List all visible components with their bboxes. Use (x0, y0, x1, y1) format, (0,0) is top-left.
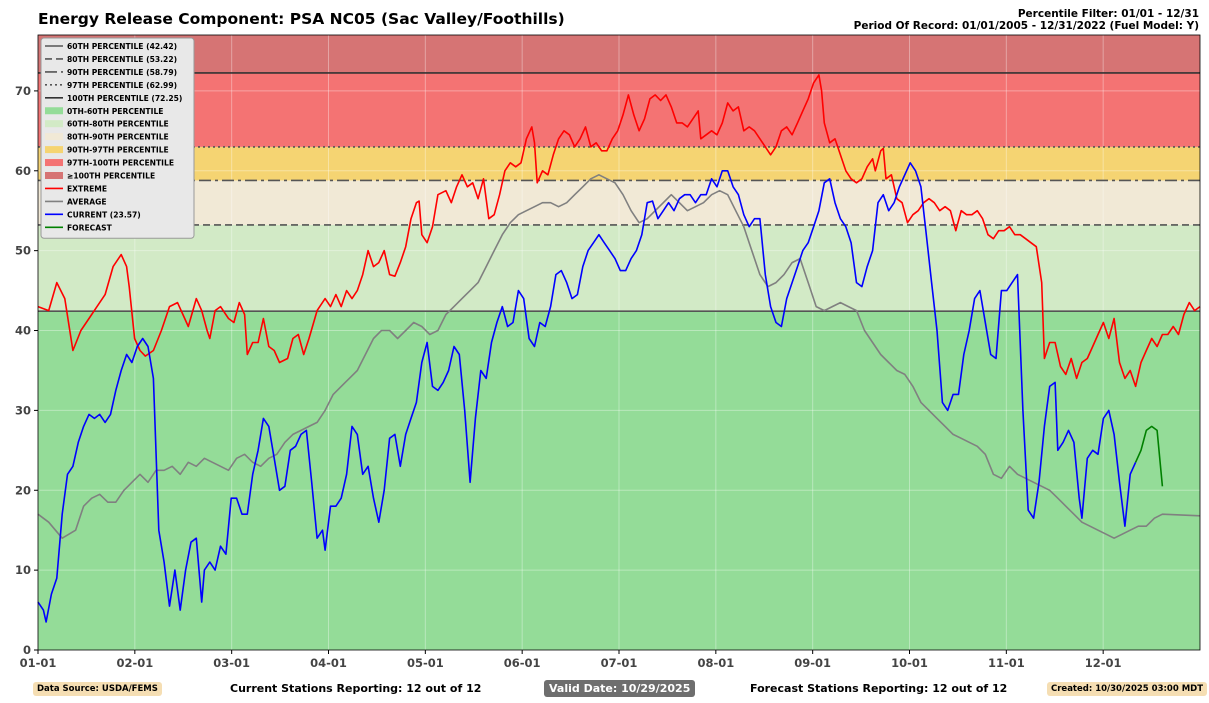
chart-title: Energy Release Component: PSA NC05 (Sac … (38, 10, 565, 28)
x-tick-label-10-01: 10-01 (891, 656, 928, 670)
legend-label-12: AVERAGE (67, 197, 107, 206)
legend-label-8: 90TH-97TH PERCENTILE (67, 146, 169, 155)
x-tick-label-06-01: 06-01 (504, 656, 541, 670)
period-of-record-label: Period Of Record: 01/01/2005 - 12/31/202… (853, 20, 1199, 32)
x-tick-label-08-01: 08-01 (697, 656, 734, 670)
legend-swatch-7 (45, 133, 63, 141)
forecast-stations-label: Forecast Stations Reporting: 12 out of 1… (750, 682, 1008, 695)
legend-swatch-10 (45, 172, 63, 179)
legend-label-0: 60TH PERCENTILE (42.42) (67, 42, 177, 51)
band-3 (38, 146, 1200, 181)
x-tick-label-03-01: 03-01 (213, 656, 250, 670)
legend-label-6: 60TH-80TH PERCENTILE (67, 120, 169, 129)
legend-label-10: ≥100TH PERCENTILE (67, 172, 155, 181)
x-tick-label-07-01: 07-01 (601, 656, 638, 670)
series-line-extreme (37, 74, 1201, 388)
legend-label-7: 80TH-90TH PERCENTILE (67, 133, 169, 142)
y-tick-label-30: 30 (15, 403, 31, 417)
x-tick-label-01-01: 01-01 (20, 656, 57, 670)
y-tick-label-40: 40 (15, 324, 31, 338)
y-tick-label-0: 0 (23, 643, 31, 657)
legend-swatch-8 (45, 146, 63, 154)
x-tick-label-04-01: 04-01 (310, 656, 347, 670)
legend-label-11: EXTREME (67, 184, 107, 193)
legend-swatch-9 (45, 159, 63, 167)
legend-label-13: CURRENT (23.57) (67, 210, 141, 219)
y-tick-label-60: 60 (15, 164, 31, 178)
band-4 (38, 72, 1200, 147)
x-tick-label-12-01: 12-01 (1085, 656, 1122, 670)
valid-date-badge: Valid Date: 10/29/2025 (544, 680, 696, 697)
legend-label-2: 90TH PERCENTILE (58.79) (67, 68, 177, 77)
legend-label-5: 0TH-60TH PERCENTILE (67, 107, 163, 116)
legend-label-14: FORECAST (67, 223, 113, 232)
legend-label-4: 100TH PERCENTILE (72.25) (67, 94, 182, 103)
data-source-badge: Data Source: USDA/FEMS (33, 682, 162, 696)
legend-box (40, 37, 195, 239)
series-line-current (37, 162, 1137, 623)
x-tick-label-02-01: 02-01 (116, 656, 153, 670)
y-tick-label-20: 20 (15, 483, 31, 497)
legend-label-1: 80TH PERCENTILE (53.22) (67, 55, 177, 64)
legend-label-3: 97TH PERCENTILE (62.99) (67, 81, 177, 90)
legend-label-9: 97TH-100TH PERCENTILE (67, 159, 174, 168)
x-tick-label-05-01: 05-01 (407, 656, 444, 670)
x-tick-label-09-01: 09-01 (794, 656, 831, 670)
y-tick-label-70: 70 (15, 84, 31, 98)
percentile-filter-label: Percentile Filter: 01/01 - 12/31 (1017, 8, 1199, 20)
band-0 (38, 311, 1200, 650)
created-badge: Created: 10/30/2025 03:00 MDT (1047, 682, 1208, 696)
band-5 (38, 35, 1200, 73)
series-line-average (37, 174, 1201, 540)
series-line-forecast (1134, 425, 1164, 487)
legend-swatch-6 (45, 120, 63, 128)
x-tick-label-11-01: 11-01 (988, 656, 1025, 670)
current-stations-label: Current Stations Reporting: 12 out of 12 (230, 682, 482, 695)
y-tick-label-50: 50 (15, 244, 31, 258)
y-tick-label-10: 10 (15, 563, 31, 577)
legend-swatch-5 (45, 107, 63, 115)
